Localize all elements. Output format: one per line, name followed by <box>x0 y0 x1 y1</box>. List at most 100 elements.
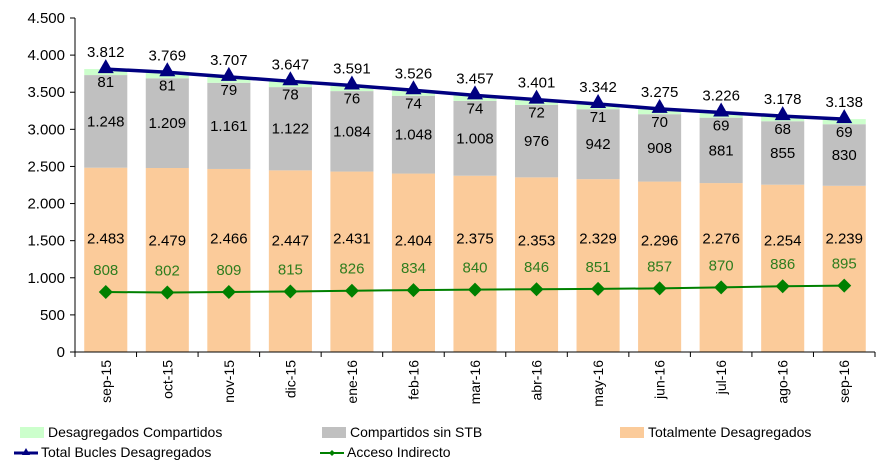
bar-totalmente-desagregados <box>576 179 620 352</box>
data-label-acceso-indirecto: 840 <box>462 260 487 277</box>
legend-item-compartidos-sin-stb[interactable]: Compartidos sin STB <box>322 424 482 440</box>
y-tick-label: 3.500 <box>27 84 65 101</box>
data-label-total-bucles: 3.707 <box>210 52 248 69</box>
legend-label: Desagregados Compartidos <box>48 424 223 440</box>
bar-totalmente-desagregados <box>515 177 559 352</box>
bar-compartidos-sin-stb <box>207 82 251 169</box>
y-tick-label: 500 <box>40 307 65 324</box>
y-tick-label: 4.500 <box>27 10 65 27</box>
data-label-total-bucles: 3.526 <box>395 65 433 82</box>
data-label-totalmente: 2.483 <box>87 231 125 248</box>
triangle-marker <box>282 71 299 86</box>
x-tick-label: ene-16 <box>344 360 360 404</box>
data-label-acceso-indirecto: 895 <box>832 256 857 273</box>
data-label-desagregados: 81 <box>159 77 176 94</box>
y-tick-label: 0 <box>57 344 65 361</box>
x-tick-label: may-16 <box>590 360 606 407</box>
triangle-marker <box>528 89 545 104</box>
legend-item-acceso-indirecto[interactable]: Acceso Indirecto <box>320 444 451 460</box>
legend-item-desagregados-compartidos[interactable]: Desagregados Compartidos <box>20 424 222 440</box>
bar-totalmente-desagregados <box>822 185 866 352</box>
bar-compartidos-sin-stb <box>84 75 128 168</box>
diamond-marker <box>468 282 482 297</box>
data-label-acceso-indirecto: 826 <box>339 261 364 278</box>
legend-item-totalmente-desagregados[interactable]: Totalmente Desagregados <box>620 424 811 440</box>
x-tick-label: sep-16 <box>836 360 852 403</box>
data-label-acceso-indirecto: 809 <box>216 262 241 279</box>
legend-item-total-bucles-desagregados[interactable]: Total Bucles Desagregados <box>14 444 211 460</box>
data-label-desagregados: 76 <box>344 90 361 107</box>
bar-compartidos-sin-stb <box>761 121 805 185</box>
y-tick-label: 2.000 <box>27 196 65 213</box>
data-label-totalmente: 2.276 <box>702 231 740 248</box>
data-label-compartidos: 881 <box>709 142 734 159</box>
triangle-marker-line-icon <box>14 447 38 455</box>
x-tick-label: jul-16 <box>713 360 729 395</box>
diamond-marker <box>221 284 236 299</box>
data-label-total-bucles: 3.647 <box>272 56 310 73</box>
bar-totalmente-desagregados <box>699 183 743 352</box>
data-label-compartidos: 1.248 <box>87 113 125 130</box>
diamond-marker <box>283 284 298 299</box>
data-label-desagregados: 79 <box>221 82 238 99</box>
data-label-acceso-indirecto: 808 <box>93 262 118 279</box>
bar-compartidos-sin-stb <box>453 100 497 176</box>
x-tick-label: sep-15 <box>98 360 114 403</box>
triangle-marker <box>220 66 237 81</box>
bar-totalmente-desagregados <box>391 173 435 352</box>
data-label-desagregados: 68 <box>774 121 791 138</box>
diamond-marker <box>775 279 790 294</box>
data-label-desagregados: 78 <box>282 86 299 103</box>
bar-totalmente-desagregados <box>207 168 251 352</box>
y-tick-label: 3.000 <box>27 121 65 138</box>
data-label-desagregados: 81 <box>97 74 114 91</box>
triangle-marker <box>467 85 483 100</box>
data-label-total-bucles: 3.342 <box>579 79 617 96</box>
legend-swatch <box>620 426 644 438</box>
triangle-marker <box>774 106 791 121</box>
diamond-marker <box>160 285 175 300</box>
data-label-total-bucles: 3.769 <box>149 47 187 64</box>
data-label-compartidos: 830 <box>832 147 857 164</box>
bar-compartidos-sin-stb <box>515 104 559 178</box>
legend-label: Compartidos sin STB <box>350 424 483 440</box>
data-label-compartidos: 976 <box>524 133 549 150</box>
bar-totalmente-desagregados <box>145 168 189 352</box>
data-label-compartidos: 908 <box>647 140 672 157</box>
data-label-total-bucles: 3.226 <box>702 88 740 105</box>
legend-swatch <box>322 426 346 438</box>
data-label-desagregados: 69 <box>713 118 730 135</box>
diamond-marker <box>344 283 359 298</box>
y-tick-label: 4.000 <box>27 47 65 64</box>
triangle-marker <box>405 80 422 95</box>
bar-compartidos-sin-stb <box>145 78 189 169</box>
triangle-marker <box>159 62 176 77</box>
legend-label: Totalmente Desagregados <box>648 424 812 440</box>
data-label-desagregados: 70 <box>651 114 668 131</box>
data-label-desagregados: 72 <box>528 105 545 122</box>
data-label-total-bucles: 3.178 <box>764 91 802 108</box>
bar-compartidos-sin-stb <box>330 91 374 172</box>
diamond-marker <box>98 285 113 300</box>
data-label-desagregados: 69 <box>836 124 853 141</box>
data-label-acceso-indirecto: 846 <box>524 259 549 276</box>
x-tick-label: abr-16 <box>529 360 545 401</box>
bar-totalmente-desagregados <box>453 175 497 352</box>
x-tick-label: oct-15 <box>159 360 175 399</box>
axes-layer: 0 500 1.000 1.500 2.000 2.500 3.000 3.500 4.000 4… <box>27 10 876 407</box>
y-tick-label: 2.500 <box>27 158 65 175</box>
bar-compartidos-sin-stb <box>699 117 743 184</box>
triangle-marker <box>97 59 114 74</box>
data-label-totalmente: 2.447 <box>272 233 310 250</box>
data-label-total-bucles: 3.275 <box>641 84 679 101</box>
legend-swatch <box>20 426 44 438</box>
data-label-compartidos: 942 <box>586 136 611 153</box>
diamond-marker <box>591 281 606 296</box>
data-label-compartidos: 855 <box>770 145 795 162</box>
data-label-totalmente: 2.404 <box>395 233 433 250</box>
bar-totalmente-desagregados <box>761 184 805 352</box>
legend-label: Total Bucles Desagregados <box>41 444 212 460</box>
data-label-acceso-indirecto: 834 <box>401 260 426 277</box>
data-label-totalmente: 2.479 <box>149 233 187 250</box>
triangle-marker <box>590 93 607 108</box>
